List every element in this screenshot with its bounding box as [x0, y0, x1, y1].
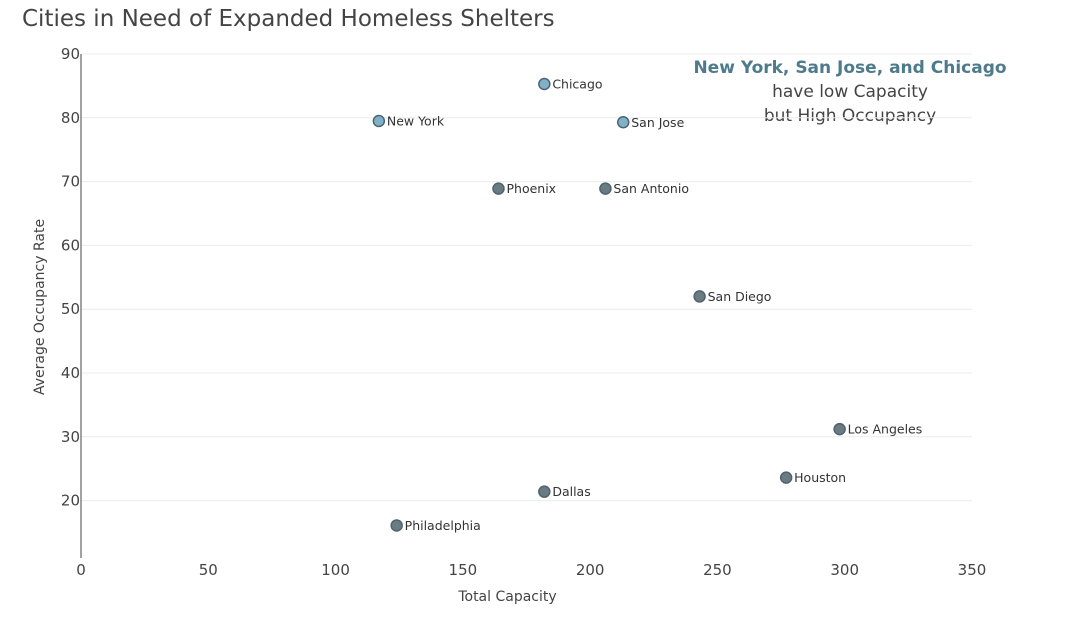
x-tick-label: 200: [576, 561, 605, 579]
y-tick-label: 20: [61, 492, 80, 510]
point-houston[interactable]: [779, 471, 793, 484]
y-tick-label: 50: [61, 300, 80, 318]
point-label: Philadelphia: [405, 518, 481, 533]
y-tick-label: 90: [61, 45, 80, 63]
annotation-line-3: but High Occupancy: [763, 106, 937, 126]
y-axis-label: Average Occupancy Rate: [32, 219, 48, 395]
gridlines: [81, 53, 972, 502]
chart-annotation: New York, San Jose, and Chicago have low…: [656, 56, 1044, 128]
x-axis-ticks: 0 50 100 150 200 250 300 350: [76, 561, 986, 579]
point-dallas[interactable]: [538, 485, 551, 498]
point-chicago[interactable]: [538, 77, 551, 91]
y-tick-label: 60: [61, 236, 80, 254]
y-axis-ticks: 20 30 40 50 60 70 80 90: [61, 45, 80, 510]
annotation-highlight: New York, San Jose, and Chicago: [693, 58, 1007, 78]
x-tick-label: 50: [199, 561, 218, 579]
y-tick-label: 40: [61, 364, 80, 382]
y-tick-label: 80: [61, 109, 80, 127]
point-label: San Antonio: [613, 181, 689, 196]
chart-title: Cities in Need of Expanded Homeless Shel…: [22, 6, 555, 32]
x-tick-label: 100: [321, 561, 350, 579]
point-label: Houston: [794, 470, 846, 485]
point-los-angeles[interactable]: [833, 422, 846, 436]
x-tick-label: 250: [703, 561, 732, 579]
x-tick-label: 350: [958, 561, 987, 579]
point-philadelphia[interactable]: [390, 519, 403, 532]
point-label: Phoenix: [506, 181, 556, 196]
point-label: San Jose: [631, 115, 684, 130]
y-tick-label: 70: [61, 173, 80, 191]
point-label: Los Angeles: [848, 422, 923, 437]
x-tick-label: 0: [76, 561, 86, 579]
point-new-york[interactable]: [372, 114, 386, 128]
point-label: San Diego: [708, 289, 772, 304]
point-label: Dallas: [552, 484, 590, 499]
point-san-antonio[interactable]: [599, 182, 612, 195]
x-tick-label: 150: [449, 561, 478, 579]
x-axis-label: Total Capacity: [457, 589, 556, 605]
point-san-jose[interactable]: [616, 116, 630, 129]
y-tick-label: 30: [61, 428, 80, 446]
point-phoenix[interactable]: [492, 182, 505, 195]
point-label: Chicago: [552, 76, 602, 91]
data-points: Chicago New York San Jose Phoenix San Antoni…: [372, 76, 923, 533]
point-label: New York: [387, 113, 445, 128]
x-tick-label: 300: [830, 561, 859, 579]
annotation-line-2: have low Capacity: [772, 82, 928, 102]
point-san-diego[interactable]: [693, 290, 706, 303]
